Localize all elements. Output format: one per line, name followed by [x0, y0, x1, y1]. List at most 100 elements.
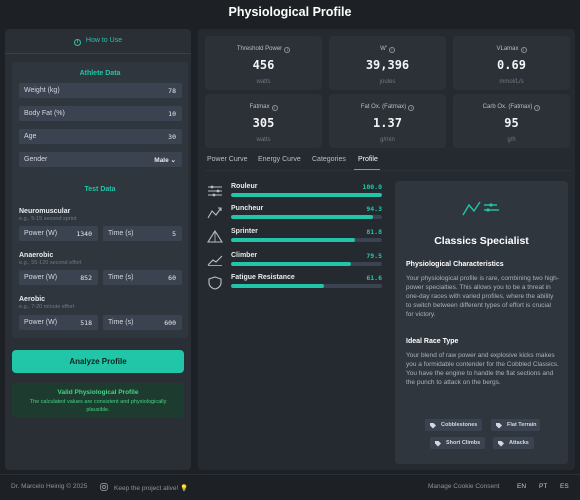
tab-categories[interactable]: Categories: [312, 156, 346, 163]
time-value: 600: [164, 319, 176, 327]
aerobic-time-input[interactable]: Time (s) 600: [103, 315, 182, 330]
info-icon[interactable]: i: [284, 47, 291, 53]
zigzag-icon: [207, 207, 223, 221]
instagram-link[interactable]: Keep the project alive! 💡: [100, 483, 188, 492]
cookie-consent-link[interactable]: Manage Cookie Consent: [428, 483, 500, 490]
lang-pt[interactable]: PT: [539, 483, 548, 490]
metric-label: Fat Ox. (Fatmax) i: [329, 104, 446, 111]
metric-value: 305: [252, 116, 275, 130]
tag-icon: [498, 440, 504, 447]
how-to-use-button[interactable]: i How to Use: [5, 37, 191, 46]
aerobic-title: Aerobic: [19, 296, 46, 303]
age-field[interactable]: Age 30: [19, 129, 182, 144]
info-icon[interactable]: i: [271, 105, 278, 111]
trend-up-icon: [207, 254, 223, 268]
analyze-profile-button[interactable]: Analyze Profile: [12, 350, 184, 373]
specialist-card: Classics Specialist Physiological Charac…: [395, 181, 568, 464]
gender-label: Gender: [24, 156, 48, 163]
validation-title: Valid Physiological Profile: [57, 389, 139, 396]
body-fat-label: Body Fat (%): [24, 110, 65, 117]
lang-en[interactable]: EN: [517, 483, 527, 490]
anaerobic-hint: e.g., 55-120 second effort: [19, 260, 82, 266]
specialist-icon: [462, 201, 499, 216]
profile-bar-fill: [231, 215, 374, 219]
metric-value: 456: [252, 58, 275, 72]
profile-bar-value: 79.5: [366, 252, 382, 260]
profile-bar-climber: Climber 79.5: [207, 252, 382, 274]
profile-bar-track: [231, 193, 382, 197]
characteristics-text: Your physiological profile is rare, comb…: [406, 275, 559, 318]
how-to-use-label: How to Use: [85, 37, 123, 44]
instagram-icon: [100, 483, 108, 491]
age-value: 30: [168, 133, 176, 141]
profile-bar-sprinter: Sprinter 81.8: [206, 228, 382, 250]
metric-unit: g/min: [380, 137, 395, 143]
metric-label: Carb Ox. (Fatmax) i: [453, 104, 570, 111]
profile-bar-rouleur: Rouleur 100.0: [207, 183, 382, 205]
tab-energy-curve[interactable]: Energy Curve: [258, 156, 301, 163]
weight-value: 78: [168, 87, 176, 95]
weight-field[interactable]: Weight (kg) 78: [19, 83, 182, 98]
profile-bar-value: 81.8: [366, 228, 382, 236]
tag-icon: [496, 422, 502, 429]
tag-flat-terrain: Flat Terrain: [491, 419, 540, 431]
triangle-icon: [206, 229, 224, 244]
gender-value: Male ⌄: [154, 157, 176, 164]
characteristics-heading: Physiological Characteristics: [406, 261, 504, 268]
metric-value: 0.69: [497, 58, 526, 72]
tab-power-curve[interactable]: Power Curve: [207, 156, 248, 163]
metric-card-w-prime: W' i 39,396 joules: [329, 36, 446, 90]
tag-icon: [430, 422, 436, 429]
page-title: Physiological Profile: [228, 5, 352, 19]
metric-value: 95: [504, 116, 519, 130]
anaerobic-power-input[interactable]: Power (W) 852: [19, 270, 98, 285]
active-tab-indicator: [354, 169, 380, 170]
footer-credit: Dr. Marcelo Heinig © 2025: [11, 483, 88, 490]
info-icon[interactable]: i: [388, 47, 395, 53]
metric-label: Threshold Power i: [205, 46, 322, 53]
lang-es[interactable]: ES: [560, 483, 569, 490]
tag-icon: [435, 440, 441, 447]
sliders-icon: [207, 185, 223, 199]
power-label: Power (W): [24, 319, 58, 326]
profile-bar-puncheur: Puncheur 94.3: [207, 205, 382, 227]
power-value: 518: [80, 319, 92, 327]
anaerobic-title: Anaerobic: [19, 252, 54, 259]
aerobic-power-input[interactable]: Power (W) 518: [19, 315, 98, 330]
info-icon[interactable]: i: [520, 47, 527, 53]
metric-card-threshold-power: Threshold Power i 456 watts: [205, 36, 322, 90]
neuromuscular-power-input[interactable]: Power (W) 1340: [19, 226, 98, 241]
profile-bar-fill: [231, 238, 355, 242]
metric-label: VLamax i: [453, 46, 570, 53]
validation-banner: Valid Physiological Profile The calculat…: [12, 383, 184, 417]
profile-bar-track: [231, 238, 382, 242]
age-label: Age: [24, 133, 37, 140]
metric-unit: joules: [379, 79, 396, 85]
neuromuscular-time-input[interactable]: Time (s) 5: [103, 226, 182, 241]
neuromuscular-hint: e.g., 5-15 second sprint: [19, 216, 77, 222]
profile-bar-fatigue-resistance: Fatigue Resistance 61.6: [207, 274, 382, 296]
tag-attacks: Attacks: [493, 437, 534, 449]
body-fat-value: 10: [168, 110, 176, 118]
info-icon[interactable]: i: [534, 105, 541, 111]
profile-bar-value: 94.3: [366, 205, 382, 213]
time-label: Time (s): [108, 230, 134, 237]
metric-unit: watts: [256, 137, 271, 143]
body-fat-field[interactable]: Body Fat (%) 10: [19, 106, 182, 121]
aerobic-hint: e.g., 7-20 minute effort: [19, 304, 75, 310]
footer: Dr. Marcelo Heinig © 2025 Keep the proje…: [0, 474, 580, 500]
validation-text: The calculated values are consistent and…: [29, 399, 167, 413]
profile-bar-track: [231, 262, 382, 266]
power-value: 1340: [76, 230, 92, 238]
profile-bar-label: Climber: [231, 252, 258, 259]
tab-profile[interactable]: Profile: [358, 156, 378, 163]
chevron-down-icon: ⌄: [170, 157, 176, 164]
gender-select[interactable]: Gender Male ⌄: [19, 152, 182, 167]
profile-bar-label: Sprinter: [231, 228, 258, 235]
anaerobic-time-input[interactable]: Time (s) 60: [103, 270, 182, 285]
metric-unit: mmol/L/s: [499, 79, 524, 85]
power-label: Power (W): [24, 274, 58, 281]
athlete-data-card: Athlete Data Weight (kg) 78 Body Fat (%) 1…: [12, 62, 188, 198]
info-icon[interactable]: i: [408, 105, 415, 111]
tab-divider: [205, 170, 571, 171]
